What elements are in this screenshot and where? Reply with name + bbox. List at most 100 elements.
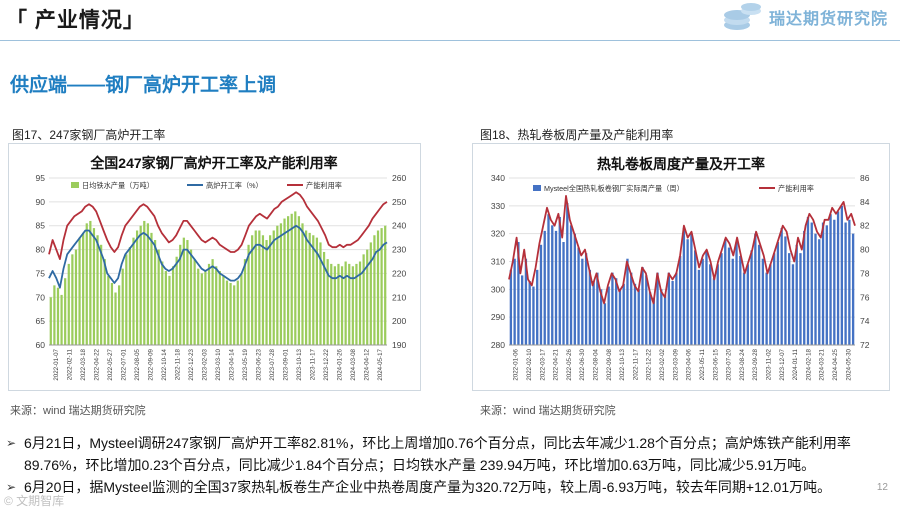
bar bbox=[739, 255, 742, 345]
x-tick-label: 2022-07-01 bbox=[120, 348, 127, 380]
bar bbox=[71, 254, 74, 345]
bar bbox=[810, 222, 813, 345]
bar bbox=[215, 266, 218, 345]
legend-label: 高炉开工率（%） bbox=[206, 181, 263, 190]
bar bbox=[200, 273, 203, 345]
x-tick-label: 2023-10-13 bbox=[296, 348, 303, 380]
bar bbox=[788, 253, 791, 345]
bar bbox=[577, 247, 580, 345]
bar bbox=[520, 275, 524, 345]
x-tick-label: 2022-04-22 bbox=[93, 348, 100, 380]
bar bbox=[573, 233, 576, 345]
x-tick-label: 2022-10-14 bbox=[161, 348, 168, 380]
bar bbox=[143, 220, 146, 345]
bar bbox=[532, 286, 535, 345]
bar bbox=[844, 222, 847, 345]
bar bbox=[53, 285, 56, 345]
x-tick-label: 2022-08-04 bbox=[593, 348, 600, 380]
x-tick-label: 2024-05-17 bbox=[377, 348, 384, 380]
figure-17-source: 来源：wind 瑞达期货研究院 bbox=[10, 405, 146, 417]
bar bbox=[675, 272, 678, 345]
bar bbox=[716, 264, 719, 345]
bar bbox=[125, 254, 128, 345]
bar bbox=[513, 258, 516, 345]
figure-18-caption: 图18、热轧卷板周产量及产能利用率 bbox=[480, 128, 674, 142]
bar bbox=[633, 283, 637, 345]
bar bbox=[67, 263, 70, 345]
bar bbox=[211, 259, 214, 345]
bar bbox=[222, 275, 225, 345]
bar bbox=[517, 242, 520, 345]
bar bbox=[599, 289, 603, 345]
bar bbox=[735, 242, 738, 345]
x-tick-label: 2024-03-08 bbox=[350, 348, 357, 380]
bar bbox=[652, 297, 655, 345]
bar bbox=[358, 261, 362, 345]
bar bbox=[558, 216, 561, 345]
bar bbox=[851, 233, 855, 345]
y-right-tick-label: 84 bbox=[860, 197, 870, 207]
bar bbox=[60, 294, 63, 345]
y-right-tick-label: 190 bbox=[392, 340, 406, 350]
bar bbox=[772, 253, 776, 345]
x-tick-label: 2024-01-26 bbox=[337, 348, 344, 380]
bar bbox=[618, 289, 622, 345]
bar bbox=[308, 232, 311, 345]
bar bbox=[671, 280, 674, 345]
bar bbox=[750, 250, 753, 345]
bar bbox=[765, 272, 768, 345]
x-tick-label: 2022-02-11 bbox=[66, 348, 73, 380]
series-line bbox=[48, 224, 388, 289]
bar bbox=[204, 271, 207, 345]
bar bbox=[369, 242, 372, 345]
x-tick-label: 2024-04-25 bbox=[832, 348, 839, 380]
bar bbox=[701, 258, 704, 345]
x-tick-label: 2023-11-17 bbox=[310, 348, 317, 380]
bar bbox=[731, 258, 734, 345]
x-tick-label: 2023-04-14 bbox=[229, 348, 236, 380]
bar bbox=[319, 242, 322, 345]
bullet-item: ➢ 6月20日，据Mysteel监测的全国37家热轧板卷生产企业中热卷周度产量为… bbox=[6, 476, 896, 498]
arrow-bullet-icon: ➢ bbox=[6, 436, 17, 450]
y-right-tick-label: 230 bbox=[392, 245, 406, 255]
x-tick-label: 2023-02-02 bbox=[659, 348, 666, 380]
bar bbox=[333, 266, 336, 345]
bar bbox=[380, 228, 383, 345]
bar bbox=[283, 218, 286, 345]
y-right-tick-label: 86 bbox=[860, 173, 870, 183]
bar bbox=[611, 272, 614, 345]
x-tick-label: 2022-11-17 bbox=[632, 348, 639, 380]
bar bbox=[622, 283, 625, 345]
bar bbox=[92, 228, 96, 345]
x-tick-label: 2024-05-30 bbox=[845, 348, 852, 380]
bar bbox=[85, 223, 88, 345]
x-tick-label: 2022-02-10 bbox=[526, 348, 533, 380]
page-header-title: 「 产业情况」 bbox=[6, 9, 145, 32]
y-left-tick-label: 290 bbox=[491, 312, 505, 322]
x-tick-label: 2022-01-07 bbox=[53, 348, 60, 380]
y-left-tick-label: 95 bbox=[36, 173, 46, 183]
chart-hot-rolled-frame: 热轧卷板周度产量及开工率 280 290 300 310 320 330 340 72 74 76 7… bbox=[472, 143, 890, 391]
bar bbox=[784, 236, 787, 345]
bar bbox=[64, 278, 67, 345]
y-right-tick-label: 76 bbox=[860, 292, 870, 302]
x-tick-label: 2022-05-27 bbox=[107, 348, 114, 380]
bar bbox=[150, 232, 153, 345]
x-tick-label: 2022-09-09 bbox=[147, 348, 154, 380]
x-tick-label: 2022-11-18 bbox=[174, 348, 181, 380]
bar bbox=[829, 214, 832, 345]
chart-blast-furnace: 全国247家钢厂高炉开工率及产能利用率 60 65 70 75 80 85 90 95 190 20… bbox=[36, 155, 407, 381]
y-left-tick-label: 60 bbox=[36, 340, 46, 350]
bar bbox=[236, 280, 239, 345]
series-line bbox=[48, 191, 388, 260]
y-left-tick-label: 70 bbox=[36, 292, 46, 302]
bar bbox=[757, 244, 761, 345]
bar bbox=[294, 211, 297, 345]
bar bbox=[49, 297, 52, 345]
bar bbox=[107, 275, 110, 345]
bar bbox=[121, 268, 124, 345]
bar bbox=[588, 269, 592, 345]
bar bbox=[340, 266, 344, 345]
bar bbox=[74, 249, 78, 345]
bar bbox=[89, 220, 92, 345]
